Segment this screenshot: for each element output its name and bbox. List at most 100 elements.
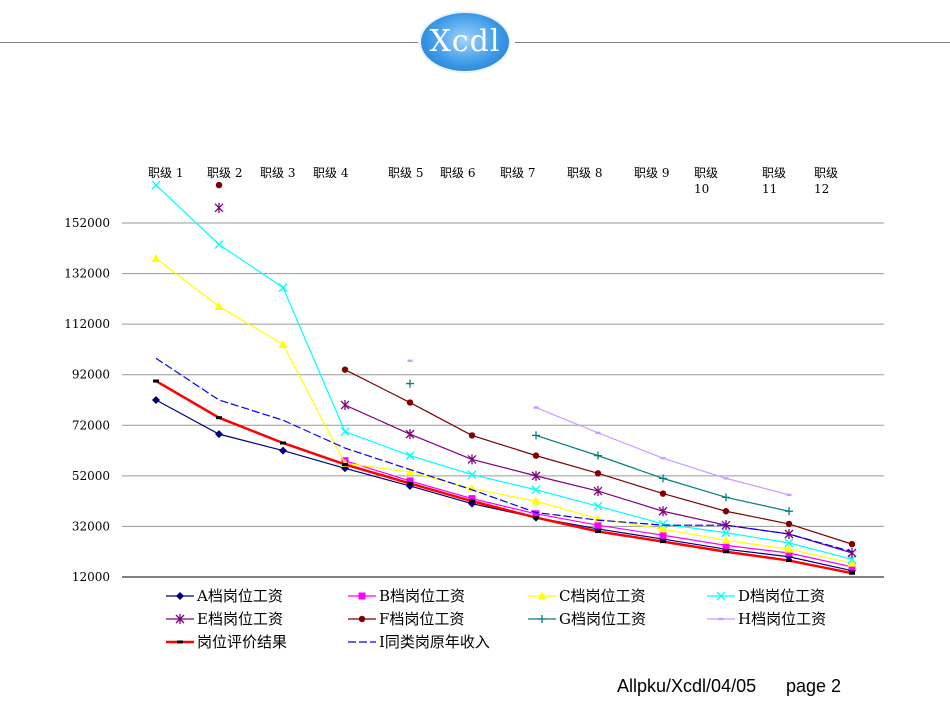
- y-tick-label: 32000: [72, 519, 110, 533]
- marker-triangle: [721, 535, 731, 544]
- marker-bar: [533, 516, 539, 520]
- marker-x: [658, 519, 668, 529]
- grade-label: 10: [694, 182, 709, 196]
- marker-asterisk: [340, 400, 350, 411]
- marker-circle: [594, 470, 602, 477]
- marker-plus: [538, 615, 546, 623]
- grade-label: 职级: [694, 166, 718, 180]
- marker-square: [406, 477, 414, 485]
- legend-item: 岗位评价结果: [166, 633, 287, 651]
- marker-plus: [532, 431, 540, 440]
- marker-x: [278, 283, 288, 292]
- marker-circle: [722, 508, 730, 515]
- grade-label: 职级 7: [500, 166, 535, 180]
- series-line: [155, 357, 853, 553]
- marker-dash: [786, 493, 792, 497]
- page-number: page 2: [786, 676, 842, 696]
- marker-bar: [216, 416, 222, 420]
- legend-label: I同类岗原年收入: [379, 633, 490, 651]
- marker-x: [405, 451, 415, 461]
- marker-x: [847, 554, 857, 564]
- gridlines: [122, 222, 884, 527]
- marker-triangle: [658, 524, 668, 533]
- marker-square: [594, 521, 602, 529]
- marker-circle: [358, 615, 366, 623]
- marker-circle: [532, 452, 540, 459]
- marker-square: [468, 495, 476, 503]
- marker-circle: [215, 181, 223, 189]
- marker-triangle: [151, 253, 161, 262]
- marker-circle: [406, 399, 414, 406]
- marker-bar: [786, 559, 792, 563]
- legend-item: B档岗位工资: [348, 587, 465, 605]
- grade-label: 职级 4: [313, 166, 349, 180]
- marker-bar: [153, 379, 159, 383]
- legend-item: I同类岗原年收入: [348, 633, 490, 651]
- marker-x: [151, 180, 161, 190]
- header-rule-left: [0, 42, 418, 43]
- marker-circle: [468, 432, 476, 439]
- marker-plus: [785, 507, 793, 516]
- series-line: [344, 460, 853, 568]
- y-tick-label: 152000: [64, 216, 110, 230]
- series-7: [406, 379, 793, 516]
- marker-circle: [341, 366, 349, 373]
- grade-label: 职级: [814, 166, 838, 180]
- grade-label: 职级 9: [634, 166, 669, 180]
- series-lines: [151, 180, 857, 575]
- marker-circle: [659, 490, 667, 497]
- marker-dash: [660, 456, 666, 460]
- marker-bar: [595, 529, 601, 533]
- marker-x: [593, 501, 603, 511]
- marker-plus: [406, 379, 414, 388]
- legend-label: E档岗位工资: [197, 610, 283, 628]
- series-line: [155, 184, 853, 560]
- y-tick-label: 72000: [72, 418, 110, 432]
- grade-label: 职级 6: [440, 166, 475, 180]
- marker-triangle: [537, 591, 547, 600]
- marker-square: [659, 531, 667, 539]
- legend-label: 岗位评价结果: [197, 633, 287, 651]
- marker-triangle: [531, 496, 541, 505]
- marker-square: [785, 549, 793, 557]
- marker-asterisk: [721, 520, 731, 531]
- series-6: [215, 181, 856, 548]
- marker-diamond: [215, 430, 223, 439]
- y-tick-label: 132000: [64, 267, 110, 281]
- legend-item: F档岗位工资: [348, 610, 464, 628]
- marker-x: [721, 528, 731, 538]
- marker-dash: [595, 431, 601, 435]
- marker-x: [716, 591, 726, 601]
- marker-asterisk: [658, 506, 668, 517]
- marker-x: [531, 485, 541, 495]
- marker-bar: [849, 571, 855, 575]
- legend-label: B档岗位工资: [379, 587, 465, 605]
- marker-asterisk: [847, 547, 857, 558]
- marker-dash: [723, 477, 729, 480]
- marker-asterisk: [467, 454, 477, 465]
- marker-triangle: [784, 544, 794, 553]
- marker-dash: [407, 359, 413, 363]
- legend-item: E档岗位工资: [166, 610, 283, 628]
- marker-triangle: [278, 339, 288, 348]
- marker-square: [848, 563, 856, 571]
- series-4: [151, 180, 857, 564]
- marker-diamond: [152, 396, 160, 404]
- marker-x: [467, 470, 477, 480]
- series-8: [407, 359, 792, 497]
- grade-label: 职级 8: [567, 166, 602, 180]
- series-2: [341, 457, 856, 571]
- grade-label: 职级 1: [148, 166, 183, 180]
- marker-x: [784, 538, 794, 548]
- marker-triangle: [214, 301, 224, 310]
- series-3: [151, 253, 857, 567]
- marker-bar: [342, 462, 348, 466]
- series-9: [153, 379, 855, 575]
- marker-square: [358, 592, 366, 600]
- y-tick-label: 112000: [64, 317, 110, 331]
- legend-label: C档岗位工资: [559, 587, 645, 605]
- marker-asterisk: [214, 202, 224, 213]
- marker-bar: [177, 640, 183, 644]
- marker-triangle: [847, 558, 857, 567]
- marker-dash: [533, 406, 539, 409]
